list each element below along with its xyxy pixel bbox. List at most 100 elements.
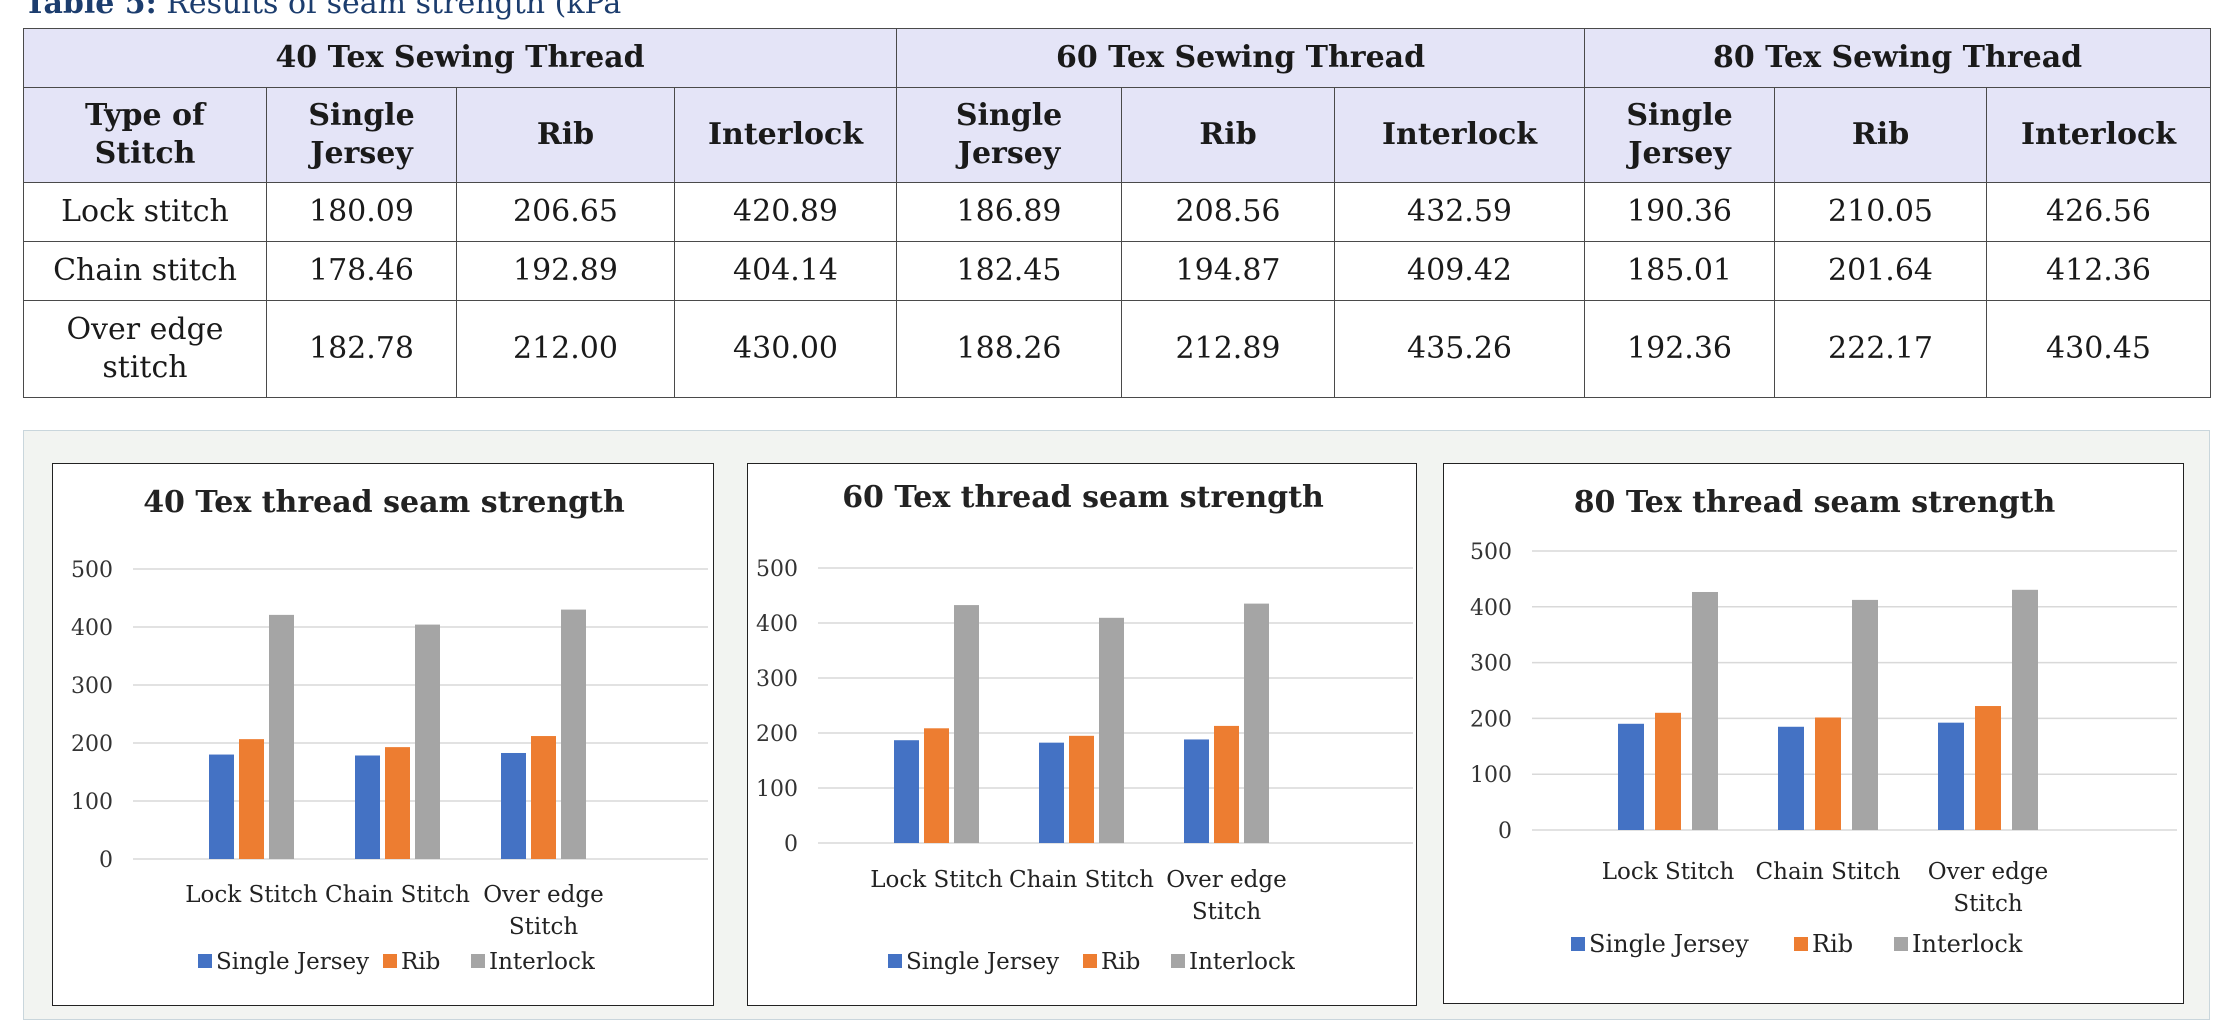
x-tick-label: Lock Stitch [1602, 859, 1735, 885]
y-tick-label: 100 [756, 777, 798, 802]
legend-label: Single Jersey [1589, 930, 1749, 958]
bar-rib [1214, 725, 1239, 843]
table-cell: 409.42 [1334, 241, 1586, 301]
x-tick-label: Over edge [483, 882, 603, 908]
legend-swatch [888, 954, 902, 968]
bar-interlock [954, 605, 979, 843]
chart-title: 80 Tex thread seam strength [1574, 485, 2056, 520]
bar-single-jersey [355, 755, 380, 859]
bar-single-jersey [894, 740, 919, 843]
bar-interlock [269, 614, 294, 859]
caption-label: Table 5: [24, 0, 157, 21]
bar-single-jersey [1778, 726, 1804, 830]
x-tick-label: Stitch [1192, 899, 1261, 925]
bar-interlock [1099, 617, 1124, 843]
y-tick-label: 100 [71, 790, 113, 815]
bar-interlock [415, 624, 440, 859]
column-header: Rib [1774, 87, 1988, 183]
table-cell: 404.14 [673, 241, 898, 301]
table-cell: 201.64 [1774, 241, 1988, 301]
legend-swatch [1083, 954, 1097, 968]
x-tick-label: Stitch [509, 914, 578, 940]
y-tick-label: 400 [756, 612, 798, 637]
bar-single-jersey [1184, 739, 1209, 843]
column-header-stitch-type: Type of Stitch [23, 87, 267, 183]
legend-swatch [383, 954, 397, 968]
y-tick-label: 0 [1498, 819, 1512, 844]
table-cell: 432.59 [1334, 182, 1586, 242]
bar-interlock [2012, 589, 2038, 830]
chart-svg: 40 Tex thread seam strength 0 100 200 300 400… [71, 485, 708, 975]
row-label: Chain stitch [23, 241, 267, 301]
table-cell: 420.89 [673, 182, 898, 242]
bar-rib [924, 728, 949, 843]
y-tick-label: 200 [1470, 707, 1512, 732]
table-row: Over edge stitch 182.78 212.00 430.00 18… [23, 300, 2212, 398]
y-tick-label: 300 [756, 667, 798, 692]
table-row: Lock stitch 180.09 206.65 420.89 186.89 … [23, 182, 2212, 242]
legend-swatch [1894, 937, 1908, 951]
table-caption: Table 5: Results of seam strength (kPa [24, 0, 621, 21]
x-tick-label: Over edge [1166, 867, 1286, 893]
table-cell: 188.26 [896, 300, 1123, 398]
legend-label: Interlock [1189, 949, 1296, 975]
x-tick-label: Stitch [1953, 891, 2022, 917]
bar-rib [1975, 706, 2001, 830]
group-header-80tex: 80 Tex Sewing Thread [1584, 28, 2212, 88]
bar-rib [385, 747, 410, 859]
column-header: Interlock [673, 87, 898, 183]
table-group-header-row: 40 Tex Sewing Thread 60 Tex Sewing Threa… [22, 28, 2212, 88]
column-header: Rib [1121, 87, 1336, 183]
y-tick-label: 400 [71, 616, 113, 641]
chart-40tex: 40 Tex thread seam strength 0 100 200 300 400… [52, 463, 714, 1006]
y-tick-label: 200 [71, 732, 113, 757]
legend-label: Rib [401, 949, 440, 975]
legend-swatch [1571, 937, 1585, 951]
chart-60tex: 60 Tex thread seam strength 0 100 200 300 400… [747, 463, 1417, 1006]
table-cell: 212.00 [456, 300, 675, 398]
caption-text: Results of seam strength (kPa [166, 0, 622, 21]
x-tick-label: Chain Stitch [325, 882, 470, 908]
legend-label: Single Jersey [216, 949, 369, 975]
table-cell: 182.78 [266, 300, 457, 398]
y-tick-label: 300 [1470, 652, 1512, 677]
legend-swatch [471, 954, 485, 968]
table-cell: 190.36 [1584, 182, 1776, 242]
bar-rib [239, 739, 264, 859]
row-label: Over edge stitch [23, 300, 267, 398]
y-tick-label: 200 [756, 722, 798, 747]
table-cell: 426.56 [1986, 182, 2212, 242]
bar-rib [1655, 712, 1681, 830]
table-cell: 192.89 [456, 241, 675, 301]
legend-swatch [198, 954, 212, 968]
y-tick-label: 500 [1470, 540, 1512, 565]
x-tick-label: Over edge [1928, 859, 2048, 885]
table-cell: 210.05 [1774, 182, 1988, 242]
table-cell: 430.45 [1986, 300, 2212, 398]
column-header: Single Jersey [266, 87, 457, 183]
bar-single-jersey [209, 754, 234, 859]
bar-single-jersey [501, 752, 526, 859]
legend-swatch [1794, 937, 1808, 951]
bar-rib [531, 736, 556, 859]
x-tick-label: Lock Stitch [870, 867, 1003, 893]
y-tick-label: 400 [1470, 596, 1512, 621]
legend-label: Rib [1812, 930, 1853, 958]
table-cell: 208.56 [1121, 182, 1336, 242]
table-cell: 412.36 [1986, 241, 2212, 301]
legend-label: Rib [1101, 949, 1140, 975]
table-cell: 186.89 [896, 182, 1123, 242]
chart-title: 60 Tex thread seam strength [842, 480, 1324, 515]
table-column-header-row: Type of Stitch Single Jersey Rib Interlo… [23, 87, 2212, 183]
chart-svg: 60 Tex thread seam strength 0 100 200 300 400… [756, 480, 1413, 975]
legend-label: Single Jersey [906, 949, 1059, 975]
table-cell: 182.45 [896, 241, 1123, 301]
legend-swatch [1171, 954, 1185, 968]
chart-80tex: 80 Tex thread seam strength 0 100 200 300 400… [1443, 463, 2184, 1004]
bar-rib [1069, 735, 1094, 843]
table-cell: 178.46 [266, 241, 457, 301]
chart-title: 40 Tex thread seam strength [143, 485, 625, 520]
table-cell: 206.65 [456, 182, 675, 242]
charts-panel: 40 Tex thread seam strength 0 100 200 300 400… [23, 430, 2210, 1020]
column-header: Interlock [1986, 87, 2212, 183]
